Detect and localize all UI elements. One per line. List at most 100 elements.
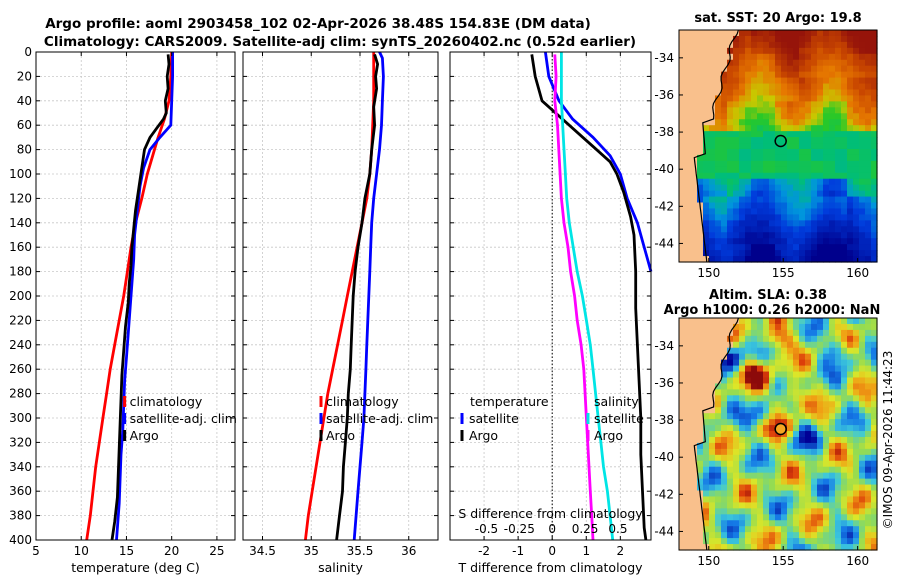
ocean-cell bbox=[853, 353, 860, 361]
ocean-cell bbox=[781, 484, 788, 492]
land-cell bbox=[679, 125, 686, 132]
ocean-cell bbox=[769, 166, 776, 174]
x-tick-label: 35 bbox=[304, 544, 319, 558]
ocean-cell bbox=[727, 214, 734, 221]
ocean-cell bbox=[763, 318, 770, 325]
ocean-cell bbox=[787, 53, 794, 61]
land-cell bbox=[691, 220, 698, 227]
map-subtitle: Argo h1000: 0.26 h2000: NaN bbox=[664, 303, 881, 318]
ocean-cell bbox=[733, 377, 740, 385]
x-tick-label: 34.5 bbox=[249, 544, 276, 558]
ocean-cell bbox=[859, 335, 866, 343]
ocean-cell bbox=[781, 544, 788, 551]
ocean-cell bbox=[847, 318, 854, 325]
legend-label: salinity bbox=[594, 394, 639, 409]
ocean-cell bbox=[805, 407, 812, 414]
ocean-cell bbox=[775, 196, 782, 204]
land-cell bbox=[679, 59, 686, 67]
land-cell bbox=[679, 101, 686, 108]
ocean-cell bbox=[871, 137, 878, 144]
land-cell bbox=[679, 113, 686, 120]
ocean-cell bbox=[727, 359, 734, 367]
ocean-cell bbox=[823, 160, 830, 168]
ocean-cell bbox=[775, 484, 782, 492]
ocean-cell bbox=[835, 318, 842, 325]
land-cell bbox=[697, 65, 704, 73]
ocean-cell bbox=[745, 318, 752, 325]
ocean-cell bbox=[763, 83, 770, 91]
map-x-tick-label: 160 bbox=[846, 554, 869, 568]
ocean-cell bbox=[829, 166, 836, 174]
ocean-cell bbox=[805, 383, 812, 390]
ocean-cell bbox=[727, 83, 734, 91]
land-cell bbox=[703, 341, 710, 349]
ocean-cell bbox=[865, 238, 872, 245]
land-cell bbox=[715, 83, 722, 91]
ocean-cell bbox=[757, 431, 764, 438]
land-cell bbox=[697, 532, 704, 539]
ocean-cell bbox=[769, 232, 776, 239]
land-cell bbox=[679, 532, 686, 539]
ocean-cell bbox=[739, 160, 746, 168]
ocean-cell bbox=[847, 143, 854, 150]
ocean-cell bbox=[859, 107, 866, 114]
land-cell bbox=[679, 208, 686, 216]
ocean-cell bbox=[841, 95, 848, 102]
land-cell bbox=[703, 119, 710, 126]
x-tick-label: 20 bbox=[164, 544, 179, 558]
map-frame bbox=[678, 317, 878, 551]
ocean-cell bbox=[859, 143, 866, 150]
ocean-cell bbox=[829, 59, 836, 67]
ocean-cell bbox=[703, 220, 710, 227]
ocean-cell bbox=[763, 113, 770, 120]
ocean-cell bbox=[757, 154, 764, 162]
ocean-cell bbox=[817, 407, 824, 414]
ocean-cell bbox=[763, 508, 770, 515]
ocean-cell bbox=[727, 65, 734, 73]
argo-position-marker bbox=[774, 422, 787, 436]
ocean-cell bbox=[823, 65, 830, 73]
ocean-cell bbox=[745, 30, 752, 37]
ocean-cell bbox=[751, 341, 758, 349]
ocean-cell bbox=[751, 407, 758, 414]
ocean-cell bbox=[727, 178, 734, 186]
ocean-cell bbox=[853, 148, 860, 156]
ocean-cell bbox=[805, 359, 812, 367]
ocean-cell bbox=[817, 65, 824, 73]
ocean-cell bbox=[751, 520, 758, 527]
ocean-cell bbox=[835, 250, 842, 257]
ocean-cell bbox=[721, 454, 728, 462]
ocean-cell bbox=[841, 502, 848, 509]
ocean-cell bbox=[709, 137, 716, 144]
ocean-cell bbox=[823, 496, 830, 504]
ocean-cell bbox=[865, 353, 872, 361]
ocean-cell bbox=[799, 496, 806, 504]
ocean-cell bbox=[763, 244, 770, 251]
ocean-cell bbox=[739, 407, 746, 414]
ocean-cell bbox=[871, 65, 878, 73]
ocean-cell bbox=[799, 532, 806, 539]
ocean-cell bbox=[865, 436, 872, 444]
land-cell bbox=[691, 125, 698, 132]
ocean-cell bbox=[727, 484, 734, 492]
ocean-cell bbox=[865, 419, 872, 426]
ocean-cell bbox=[871, 95, 878, 102]
ocean-cell bbox=[847, 65, 854, 73]
ocean-cell bbox=[847, 389, 854, 396]
land-cell bbox=[691, 95, 698, 102]
ocean-cell bbox=[727, 395, 734, 402]
ocean-cell bbox=[739, 496, 746, 504]
ocean-cell bbox=[841, 436, 848, 444]
ocean-cell bbox=[865, 244, 872, 251]
ocean-cell bbox=[799, 190, 806, 198]
ocean-cell bbox=[715, 532, 722, 539]
ocean-cell bbox=[739, 413, 746, 420]
ocean-cell bbox=[823, 514, 830, 521]
ocean-cell bbox=[703, 514, 710, 521]
ocean-cell bbox=[757, 250, 764, 257]
ocean-cell bbox=[727, 389, 734, 396]
ocean-cell bbox=[733, 442, 740, 450]
ocean-cell bbox=[829, 329, 836, 337]
ocean-cell bbox=[781, 154, 788, 162]
ocean-cell bbox=[799, 359, 806, 367]
